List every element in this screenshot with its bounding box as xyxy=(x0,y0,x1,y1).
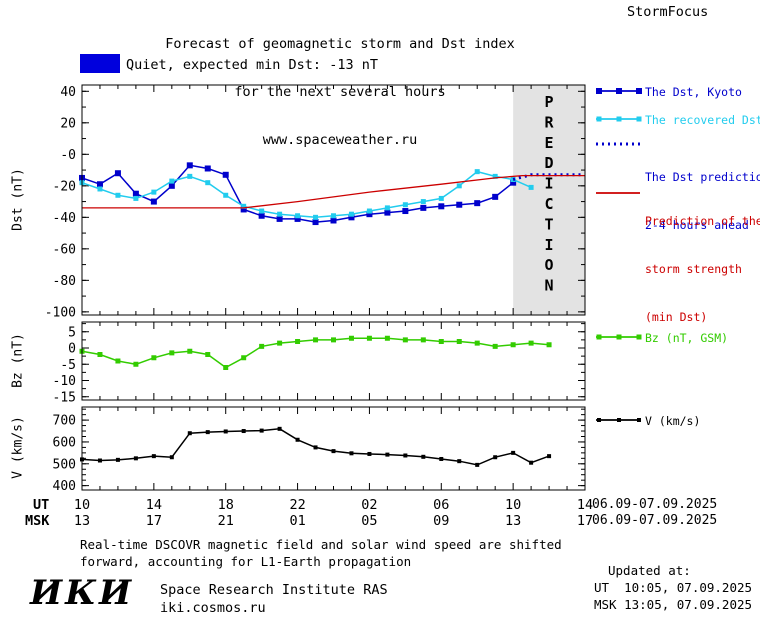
institute-name: Space Research Institute RAS xyxy=(160,582,388,598)
svg-text:05: 05 xyxy=(361,513,377,529)
svg-text:02: 02 xyxy=(361,497,377,513)
svg-text:18: 18 xyxy=(218,497,234,513)
svg-text:20: 20 xyxy=(60,116,76,131)
updated-label: Updated at: xyxy=(608,563,691,578)
title-line-3: www.spaceweather.ru xyxy=(262,132,418,148)
y-axis-label-dst: Dst (nT) xyxy=(10,168,26,231)
svg-text:22: 22 xyxy=(289,497,305,513)
svg-text:N: N xyxy=(545,277,554,295)
legend-storm-prediction-line1: Prediction of the xyxy=(645,214,760,228)
iki-logo: ИКИ xyxy=(30,573,135,613)
svg-text:D: D xyxy=(545,154,554,172)
updated-ut: UT 10:05, 07.09.2025 xyxy=(594,580,753,595)
svg-text:R: R xyxy=(545,113,555,131)
quiet-level-swatch xyxy=(80,54,120,73)
svg-text:P: P xyxy=(545,93,554,111)
svg-text:09: 09 xyxy=(433,513,449,529)
svg-text:14: 14 xyxy=(577,497,593,513)
note-line1: Real-time DSCOVR magnetic field and sola… xyxy=(80,537,562,552)
svg-text:17: 17 xyxy=(577,513,593,529)
legend-storm-prediction-line2: storm strength xyxy=(645,262,742,276)
legend-dst-kyoto-label: The Dst, Kyoto xyxy=(645,85,742,99)
svg-text:I: I xyxy=(545,175,554,193)
svg-text:-20: -20 xyxy=(53,179,76,194)
legend-dst-prediction-line2: 2-4 hours ahead xyxy=(645,218,749,232)
legend-v-label: V (km/s) xyxy=(645,414,701,428)
svg-text:E: E xyxy=(545,134,554,152)
svg-text:-10: -10 xyxy=(53,374,76,389)
date-range-ut: 06.09-07.09.2025 xyxy=(592,497,718,512)
axis-row-label-msk: MSK xyxy=(25,513,50,529)
svg-text:-5: -5 xyxy=(60,358,76,373)
svg-text:-80: -80 xyxy=(53,274,76,289)
svg-text:O: O xyxy=(545,256,554,274)
svg-text:10: 10 xyxy=(74,497,90,513)
legend-dst-prediction-line1: The Dst prediction xyxy=(645,170,760,184)
svg-text:-40: -40 xyxy=(53,211,76,226)
svg-text:700: 700 xyxy=(53,414,76,429)
svg-text:500: 500 xyxy=(53,457,76,472)
date-range-msk: 06.09-07.09.2025 xyxy=(592,513,718,528)
title-line-1: Forecast of geomagnetic storm and Dst in… xyxy=(165,36,515,52)
y-axis-label-v: V (km/s) xyxy=(10,416,26,479)
svg-text:600: 600 xyxy=(53,435,76,450)
svg-text:-60: -60 xyxy=(53,242,76,257)
svg-text:-100: -100 xyxy=(45,305,76,320)
svg-text:I: I xyxy=(545,236,554,254)
legend-dst-prediction-label: The Dst prediction 2-4 hours ahead xyxy=(645,137,760,265)
title-line-2: for the next several hours xyxy=(234,84,446,100)
brand-text: StormFocus xyxy=(627,4,709,20)
svg-text:0: 0 xyxy=(68,342,76,357)
axis-row-label-ut: UT xyxy=(33,497,50,513)
svg-text:06: 06 xyxy=(433,497,449,513)
page-title: Forecast of geomagnetic storm and Dst in… xyxy=(80,4,600,180)
svg-text:21: 21 xyxy=(218,513,234,529)
legend-recovered-dst-label: The recovered Dst xyxy=(645,113,760,127)
svg-text:01: 01 xyxy=(289,513,305,529)
status-text: Quiet, expected min Dst: -13 nT xyxy=(126,57,378,73)
svg-text:-0: -0 xyxy=(60,148,76,163)
svg-text:5: 5 xyxy=(68,325,76,340)
svg-text:40: 40 xyxy=(60,85,76,100)
svg-text:-15: -15 xyxy=(53,390,76,405)
institute-site: iki.cosmos.ru xyxy=(160,600,266,616)
svg-text:T: T xyxy=(545,215,554,233)
svg-text:C: C xyxy=(545,195,554,213)
svg-text:400: 400 xyxy=(53,479,76,494)
updated-msk: MSK 13:05, 07.09.2025 xyxy=(594,597,753,612)
legend-storm-prediction-label: Prediction of the storm strength (min Ds… xyxy=(645,181,760,357)
legend-bz-label: Bz (nT, GSM) xyxy=(645,331,729,345)
svg-text:13: 13 xyxy=(74,513,90,529)
note-line2: forward, accounting for L1-Earth propaga… xyxy=(80,554,412,569)
svg-text:13: 13 xyxy=(505,513,521,529)
svg-text:17: 17 xyxy=(146,513,162,529)
svg-text:14: 14 xyxy=(146,497,162,513)
legend-storm-prediction-line3: (min Dst) xyxy=(645,310,708,324)
svg-text:10: 10 xyxy=(505,497,521,513)
